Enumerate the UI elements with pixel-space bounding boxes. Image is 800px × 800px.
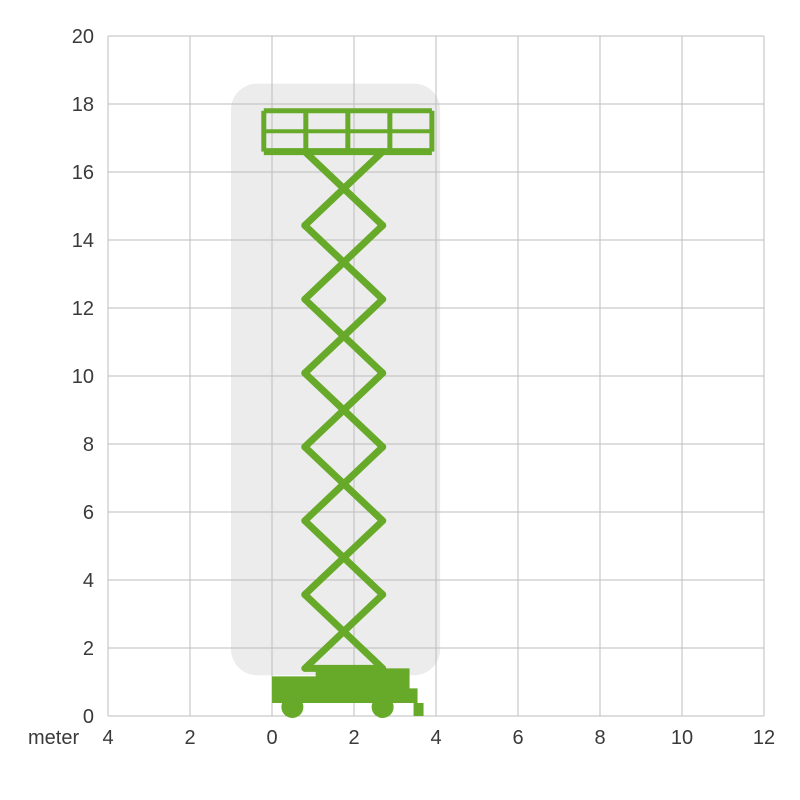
y-tick-label: 10 bbox=[72, 366, 94, 388]
y-tick-label: 18 bbox=[72, 94, 94, 116]
chart-svg: 0246810121416182042024681012meter bbox=[0, 0, 800, 800]
x-tick-label: 4 bbox=[430, 727, 441, 749]
outrigger bbox=[414, 703, 424, 716]
x-tick-label: 8 bbox=[594, 727, 605, 749]
wheel bbox=[281, 696, 303, 718]
x-tick-label: 2 bbox=[348, 727, 359, 749]
y-tick-label: 14 bbox=[72, 230, 94, 252]
y-tick-label: 8 bbox=[83, 434, 94, 456]
y-tick-label: 2 bbox=[83, 638, 94, 660]
x-tick-label: 4 bbox=[102, 727, 113, 749]
y-tick-label: 12 bbox=[72, 298, 94, 320]
y-tick-label: 0 bbox=[83, 706, 94, 728]
unit-label: meter bbox=[28, 727, 79, 749]
x-tick-label: 10 bbox=[671, 727, 693, 749]
x-tick-label: 2 bbox=[184, 727, 195, 749]
scissor-lift-range-chart: 0246810121416182042024681012meter bbox=[0, 0, 800, 800]
y-tick-label: 4 bbox=[83, 570, 94, 592]
y-tick-label: 16 bbox=[72, 162, 94, 184]
y-tick-label: 6 bbox=[83, 502, 94, 524]
y-tick-label: 20 bbox=[72, 26, 94, 48]
wheel bbox=[372, 696, 394, 718]
x-tick-label: 0 bbox=[266, 727, 277, 749]
x-tick-label: 12 bbox=[753, 727, 775, 749]
x-tick-label: 6 bbox=[512, 727, 523, 749]
